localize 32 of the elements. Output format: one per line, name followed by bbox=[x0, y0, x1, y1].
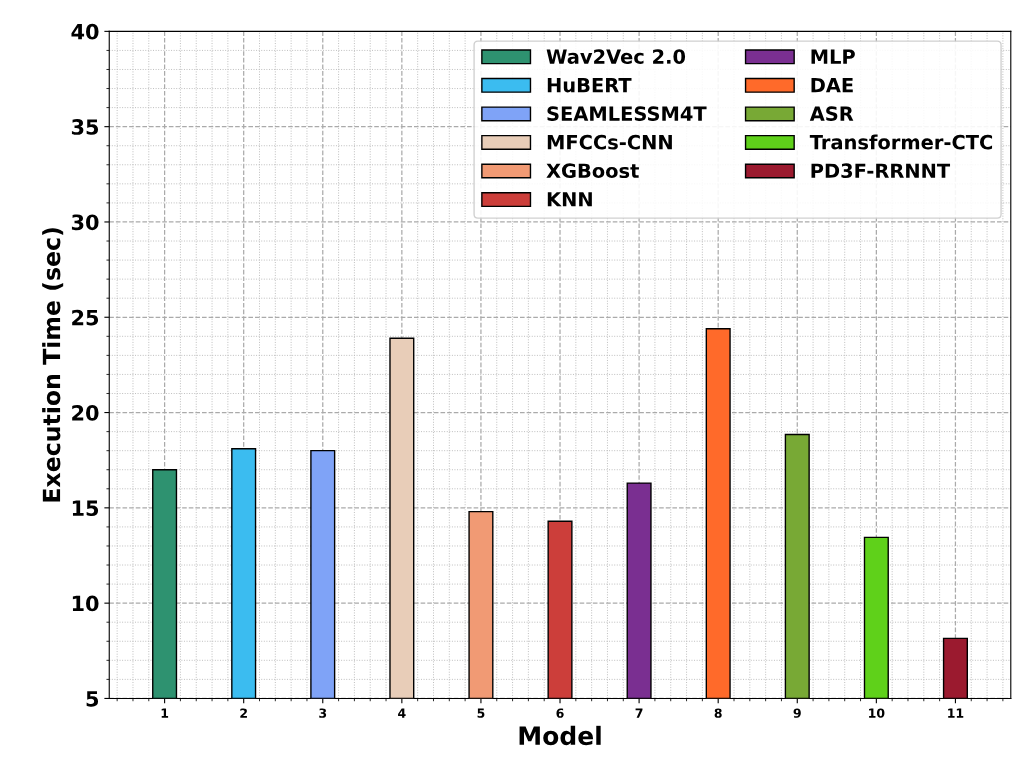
legend-label: Wav2Vec 2.0 bbox=[546, 49, 686, 64]
x-tick-label: 7 bbox=[635, 708, 643, 718]
y-tick-label: 35 bbox=[71, 119, 99, 135]
x-tick-label: 1 bbox=[161, 708, 169, 718]
legend-label: KNN bbox=[547, 192, 592, 207]
x-tick-label: 5 bbox=[477, 708, 485, 718]
x-tick-label: 4 bbox=[398, 708, 406, 718]
legend-label: PD3F-RRNNT bbox=[811, 163, 951, 179]
x-tick-label: 3 bbox=[319, 708, 327, 718]
legend-label: Transformer-CTC bbox=[809, 134, 993, 150]
y-tick-label: 20 bbox=[72, 405, 99, 421]
y-tick-label: 40 bbox=[71, 23, 99, 40]
legend-label: HuBERT bbox=[547, 78, 632, 93]
y-tick-label: 5 bbox=[86, 691, 99, 707]
x-tick-label: 11 bbox=[948, 708, 964, 718]
x-tick-label: 9 bbox=[793, 708, 801, 718]
legend-label: ASR bbox=[809, 106, 854, 121]
legend-label: SEAMLESSM4T bbox=[547, 106, 707, 121]
y-axis-title: Execution Time (sec) bbox=[42, 228, 64, 502]
y-tick-label: 25 bbox=[72, 309, 99, 326]
x-tick-label: 10 bbox=[869, 708, 885, 718]
y-tick-label: 10 bbox=[72, 595, 99, 612]
legend-label: XGBoost bbox=[546, 163, 639, 179]
x-tick-label: 2 bbox=[240, 708, 247, 718]
legend-label: DAE bbox=[811, 78, 853, 93]
x-axis-title: Model bbox=[519, 725, 601, 746]
x-tick-label: 6 bbox=[556, 708, 564, 718]
legend-label: MFCCs-CNN bbox=[547, 134, 672, 150]
y-tick-label: 30 bbox=[71, 214, 99, 231]
y-tick-label: 15 bbox=[72, 500, 99, 517]
legend-label: MLP bbox=[811, 49, 855, 64]
x-tick-label: 8 bbox=[714, 708, 722, 718]
